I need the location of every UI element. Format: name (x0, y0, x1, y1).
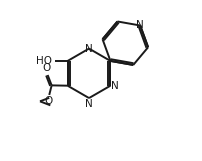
Text: HO: HO (36, 56, 53, 66)
Text: N: N (85, 44, 93, 54)
Text: O: O (44, 96, 53, 106)
Text: N: N (85, 99, 93, 109)
Text: O: O (42, 63, 50, 73)
Text: N: N (111, 81, 119, 91)
Text: N: N (136, 20, 144, 30)
